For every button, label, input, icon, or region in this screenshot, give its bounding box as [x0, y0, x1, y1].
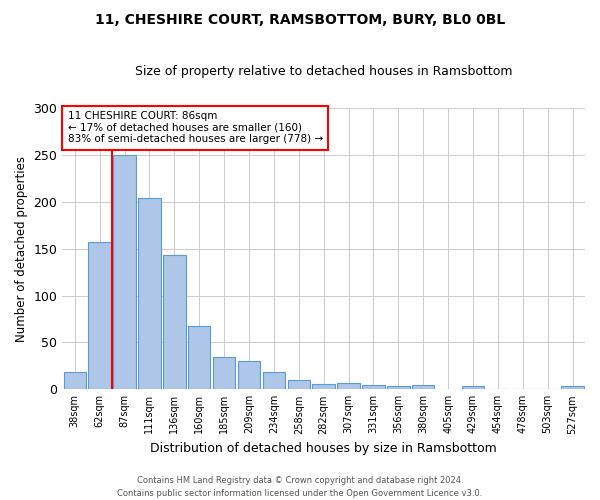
Bar	[387, 386, 410, 390]
Bar	[462, 386, 484, 390]
Text: 11 CHESHIRE COURT: 86sqm
← 17% of detached houses are smaller (160)
83% of semi-: 11 CHESHIRE COURT: 86sqm ← 17% of detach…	[68, 111, 323, 144]
Bar	[188, 326, 211, 390]
Bar	[562, 386, 584, 390]
Bar	[263, 372, 285, 390]
Bar	[163, 256, 185, 390]
Bar	[337, 382, 360, 390]
Bar	[313, 384, 335, 390]
Title: Size of property relative to detached houses in Ramsbottom: Size of property relative to detached ho…	[135, 65, 512, 78]
Bar	[88, 242, 111, 390]
Bar	[113, 155, 136, 390]
Bar	[64, 372, 86, 390]
Bar	[138, 198, 161, 390]
Text: 11, CHESHIRE COURT, RAMSBOTTOM, BURY, BL0 0BL: 11, CHESHIRE COURT, RAMSBOTTOM, BURY, BL…	[95, 12, 505, 26]
Bar	[287, 380, 310, 390]
Text: Contains HM Land Registry data © Crown copyright and database right 2024.
Contai: Contains HM Land Registry data © Crown c…	[118, 476, 482, 498]
Y-axis label: Number of detached properties: Number of detached properties	[15, 156, 28, 342]
X-axis label: Distribution of detached houses by size in Ramsbottom: Distribution of detached houses by size …	[150, 442, 497, 455]
Bar	[238, 361, 260, 390]
Bar	[412, 384, 434, 390]
Bar	[213, 356, 235, 390]
Bar	[362, 384, 385, 390]
